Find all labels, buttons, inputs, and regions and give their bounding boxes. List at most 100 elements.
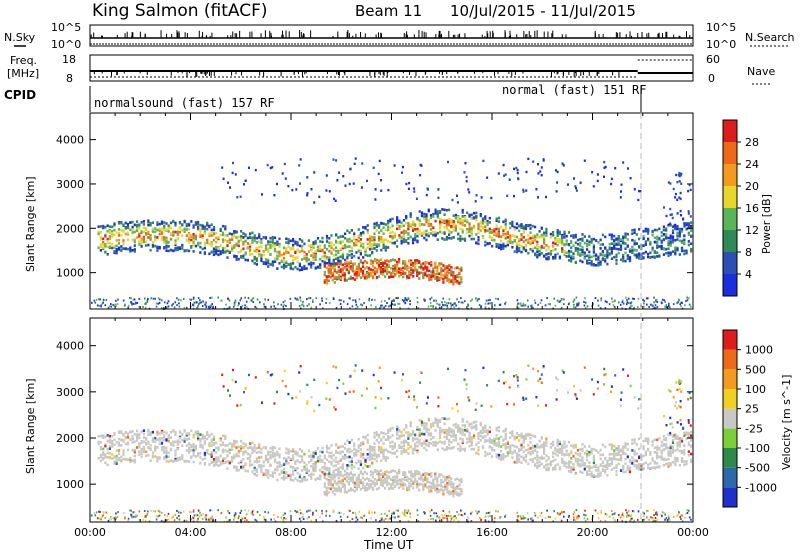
power-cell xyxy=(524,227,528,231)
power-cell xyxy=(331,265,334,268)
power-cell xyxy=(649,251,652,255)
power-cell xyxy=(509,236,512,240)
velocity-cell xyxy=(382,431,385,435)
velocity-cell xyxy=(267,458,270,461)
power-cell xyxy=(619,243,623,247)
power-cell xyxy=(269,243,272,247)
power-cell xyxy=(323,270,326,274)
power-cell xyxy=(438,303,440,306)
velocity-cell xyxy=(468,440,471,443)
velocity-cell xyxy=(163,456,166,459)
power-cell xyxy=(448,220,451,224)
power-cell xyxy=(97,232,100,235)
velocity-cell xyxy=(269,463,272,467)
power-cell xyxy=(219,244,222,247)
power-cell xyxy=(133,240,136,244)
power-cell xyxy=(688,303,691,306)
power-cell xyxy=(574,306,577,309)
velocity-cell xyxy=(434,417,437,420)
power-cell xyxy=(242,232,245,235)
velocity-cell xyxy=(337,451,340,455)
power-cell xyxy=(438,277,441,280)
power-cell xyxy=(427,234,430,238)
power-cell xyxy=(680,239,684,243)
power-cell xyxy=(368,242,372,246)
velocity-cell xyxy=(206,437,209,441)
power-cell xyxy=(206,224,209,227)
power-cell xyxy=(651,233,654,237)
power-cell xyxy=(520,233,523,236)
velocity-cell xyxy=(450,430,453,434)
power-cell xyxy=(273,260,277,263)
power-cell xyxy=(348,237,351,241)
power-cell xyxy=(201,247,204,251)
power-cell xyxy=(583,253,586,256)
power-cell xyxy=(502,163,505,167)
power-cell xyxy=(396,265,399,268)
power-cell xyxy=(493,232,496,235)
power-cell xyxy=(663,299,666,302)
velocity-cell xyxy=(445,430,448,433)
power-cell xyxy=(278,252,281,255)
power-cell xyxy=(567,249,571,253)
power-cell xyxy=(163,226,166,229)
power-cell xyxy=(423,217,426,221)
power-cell xyxy=(658,237,661,241)
velocity-cell xyxy=(276,453,279,457)
velocity-cell xyxy=(149,459,152,462)
power-cell xyxy=(401,171,403,174)
velocity-cell xyxy=(307,461,310,464)
velocity-cell xyxy=(432,424,435,427)
power-cell xyxy=(680,230,684,233)
power-cell xyxy=(445,225,448,229)
power-cell xyxy=(174,239,177,242)
power-cell xyxy=(547,247,550,250)
power-cell xyxy=(163,301,166,304)
power-cell xyxy=(678,235,681,238)
power-cell xyxy=(355,241,358,245)
power-cell xyxy=(167,245,170,248)
velocity-cell xyxy=(136,446,139,449)
power-cell xyxy=(280,253,283,257)
power-cell xyxy=(489,302,491,305)
velocity-cell xyxy=(330,456,333,460)
power-cell xyxy=(211,303,213,306)
power-cell xyxy=(452,275,455,278)
power-cell xyxy=(412,264,415,267)
power-cell xyxy=(355,276,358,279)
power-cell xyxy=(299,158,302,161)
power-cell xyxy=(575,296,578,299)
velocity-cell xyxy=(129,430,132,434)
power-cell xyxy=(425,193,428,197)
power-cell xyxy=(365,266,369,269)
power-cell xyxy=(452,221,455,225)
power-cell xyxy=(186,306,188,309)
power-cell xyxy=(155,302,158,305)
power-cell xyxy=(592,248,595,252)
power-cell xyxy=(301,268,304,271)
power-cell xyxy=(452,225,455,228)
power-cell xyxy=(337,251,340,254)
power-cell xyxy=(199,233,202,236)
power-cell xyxy=(516,168,519,172)
power-cell xyxy=(359,260,362,264)
power-cell xyxy=(380,236,383,239)
power-cell xyxy=(229,186,231,189)
power-cell xyxy=(603,160,606,164)
power-cell xyxy=(117,246,121,250)
velocity-cell xyxy=(337,462,340,465)
power-cell xyxy=(102,301,104,304)
power-cell xyxy=(608,233,611,237)
power-cell xyxy=(377,231,381,235)
velocity-cell xyxy=(219,460,222,464)
power-cell xyxy=(621,301,624,304)
velocity-cell xyxy=(176,440,179,444)
power-cell xyxy=(683,222,686,225)
power-cell xyxy=(432,212,435,216)
velocity-cell xyxy=(147,442,150,445)
power-cell xyxy=(563,303,565,305)
power-cell xyxy=(129,296,131,299)
power-cell xyxy=(448,268,451,271)
power-cell xyxy=(642,298,644,301)
velocity-cell xyxy=(237,445,240,449)
